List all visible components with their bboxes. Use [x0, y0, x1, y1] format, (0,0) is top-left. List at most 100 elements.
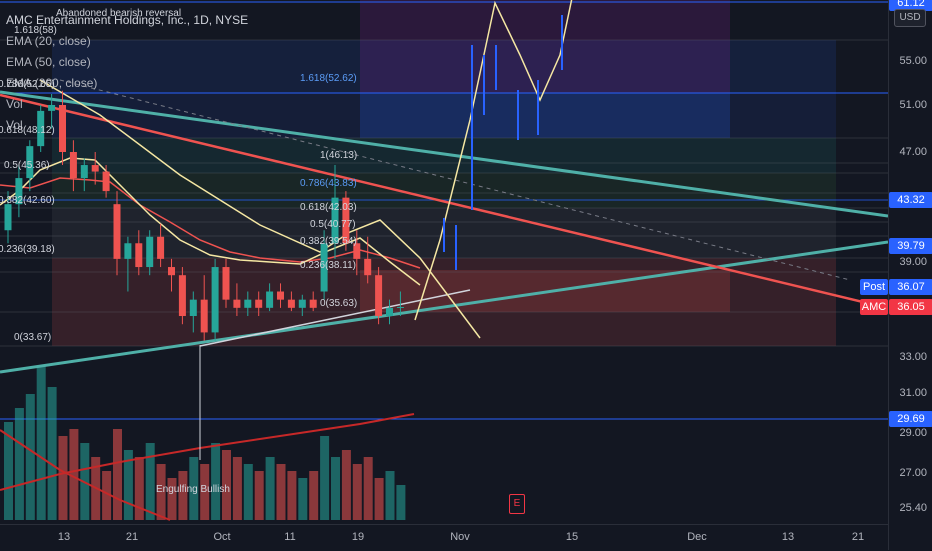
- fib-zone: [52, 93, 836, 138]
- candle-body: [287, 299, 295, 308]
- fib-mid-0236: 0.236(38.11): [300, 260, 356, 271]
- time-tick: 19: [351, 531, 365, 543]
- volume-bar: [189, 457, 199, 520]
- fib-left-0236: 0.236(39.18): [0, 244, 55, 255]
- volume-bar: [25, 394, 35, 520]
- fib-left-05: 0.5(45.36): [4, 160, 50, 171]
- price-pill-post: 36.07: [889, 279, 932, 295]
- currency-badge[interactable]: USD: [894, 9, 926, 27]
- legend-ema20[interactable]: EMA (20, close): [6, 34, 91, 48]
- time-tick: 21: [125, 531, 139, 543]
- price-pill-amc: 36.05: [889, 299, 932, 315]
- volume-bar: [123, 450, 133, 520]
- volume-bar: [145, 443, 155, 520]
- legend-vol-1[interactable]: Vol: [6, 97, 23, 111]
- candle-body: [309, 299, 317, 308]
- ema-50-line: [39, 79, 481, 339]
- time-tick: 11: [284, 531, 296, 543]
- price-tick: 29.00: [899, 427, 927, 439]
- time-tick: 15: [565, 531, 579, 543]
- candle-body: [244, 299, 252, 308]
- chart-canvas[interactable]: [0, 0, 888, 524]
- candle-body: [353, 243, 361, 259]
- price-tick: 25.40: [899, 502, 927, 514]
- candle-body: [331, 197, 339, 244]
- time-tick: Nov: [450, 531, 470, 543]
- candle-body: [255, 299, 263, 308]
- legend-vol-2[interactable]: Vol: [6, 118, 23, 132]
- time-tick: 13: [57, 531, 71, 543]
- fib-zone-top: [360, 0, 730, 93]
- amc-label: AMC: [860, 299, 888, 315]
- candle-body: [59, 105, 66, 152]
- candle-body: [124, 243, 132, 259]
- price-tick: 51.00: [899, 99, 927, 111]
- fib-mid-1: 1(46.13): [320, 150, 358, 161]
- ema-20-line: [0, 157, 421, 286]
- volume-bar: [156, 464, 166, 520]
- volume-bar: [287, 471, 297, 520]
- candle-body: [168, 267, 175, 276]
- legend-ema50[interactable]: EMA (50, close): [6, 55, 91, 69]
- candle-body: [396, 307, 404, 308]
- candle-body: [157, 236, 165, 259]
- price-pill-top: 61.12: [889, 0, 932, 11]
- fib-mid-1618: 1.618(52.62): [300, 73, 357, 84]
- price-pill-2969: 29.69: [889, 411, 932, 427]
- support-line: [199, 289, 471, 347]
- candle-body: [15, 178, 23, 205]
- candle-body: [48, 105, 56, 111]
- volume-bar: [254, 471, 264, 520]
- candle-body: [364, 258, 372, 276]
- volume-bar: [385, 471, 395, 520]
- fib-zone-blue: [360, 93, 730, 138]
- candle-body: [386, 307, 393, 317]
- trendline-red: [0, 93, 888, 310]
- price-tick: 33.00: [899, 351, 927, 363]
- ema-200-line: [0, 177, 421, 269]
- candle-body: [102, 171, 110, 192]
- price-tick: 47.00: [899, 146, 927, 158]
- earnings-marker[interactable]: E: [509, 494, 525, 514]
- fib-mid-0: 0(35.63): [320, 298, 358, 309]
- volume-bar: [374, 478, 384, 520]
- candle-body: [222, 267, 230, 300]
- volume-bar: [309, 471, 319, 520]
- candle-body: [69, 152, 77, 179]
- fib-mid-0382: 0.382(39.54): [300, 236, 357, 247]
- volume-bar: [14, 408, 24, 520]
- time-tick: Dec: [687, 531, 707, 543]
- time-axis[interactable]: 13 21 Oct 11 19 Nov 15 Dec 13 21: [0, 524, 888, 551]
- volume-bar: [200, 464, 210, 520]
- candle-body: [37, 110, 45, 147]
- price-tick: 31.00: [899, 387, 927, 399]
- candle-body: [298, 299, 306, 308]
- price-tick: 55.00: [899, 55, 927, 67]
- volume-bar: [113, 429, 122, 520]
- volume-bar: [276, 464, 286, 520]
- annotation-engulfing-bullish: Engulfing Bullish: [156, 484, 230, 495]
- volume-bar: [134, 457, 144, 520]
- fib-mid-0618: 0.618(42.03): [300, 202, 357, 213]
- candle-body: [277, 291, 284, 300]
- price-axis[interactable]: 61.12 55.00 51.00 47.00 43.32 39.79 39.0…: [888, 0, 932, 550]
- time-tick: Oct: [213, 531, 231, 543]
- candle-body: [189, 299, 197, 317]
- volume-bar: [298, 478, 308, 520]
- fib-zone: [52, 40, 836, 93]
- volume-bar: [232, 457, 242, 520]
- fib-mid-05: 0.5(40.77): [310, 219, 356, 230]
- candle-body: [375, 275, 383, 317]
- candle-body: [178, 275, 186, 317]
- post-label: Post: [860, 279, 888, 295]
- volume-bar: [341, 450, 351, 520]
- trendline-teal-lower: [0, 240, 888, 374]
- volume-bar: [243, 464, 253, 520]
- fib-left-0: 0(33.67): [14, 332, 52, 343]
- candle-body: [80, 165, 88, 179]
- volume-ema-line-2: [0, 429, 171, 521]
- volume-bar: [363, 457, 373, 520]
- volume-bar: [211, 443, 221, 520]
- candle-body: [146, 236, 154, 268]
- legend-ema200[interactable]: EMA (200, close): [6, 76, 98, 90]
